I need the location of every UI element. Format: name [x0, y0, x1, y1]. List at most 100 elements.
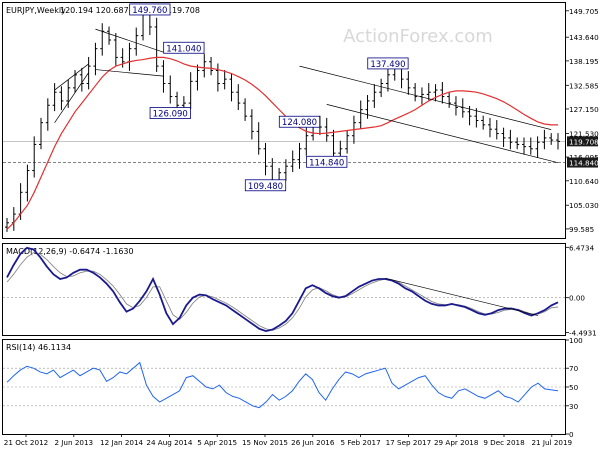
- price-bar: [345, 130, 350, 154]
- price-bar: [447, 91, 452, 108]
- annotation-label: 149.760: [132, 6, 167, 16]
- annotation-label: 137.490: [370, 60, 405, 70]
- price-level-tag: [567, 157, 598, 168]
- price-bar: [249, 109, 254, 140]
- x-axis-label: 5 Feb 2017: [341, 438, 381, 447]
- x-axis-label: 21 Oct 2012: [4, 438, 48, 447]
- price-bar: [556, 133, 560, 150]
- price-bar: [474, 108, 479, 128]
- price-bar: [195, 64, 200, 91]
- price-axis-label: 105.030: [569, 201, 599, 210]
- axes-layer: 149.705 143.640 138.195 132.585 127.150 121.5…: [4, 7, 599, 447]
- x-axis-label: 21 Jul 2019: [531, 438, 572, 447]
- rsi-title: RSI(14) 46.1134: [6, 343, 71, 352]
- price-bar: [134, 27, 139, 56]
- price-axis-label: 110.640: [569, 177, 599, 186]
- price-bar: [324, 117, 329, 142]
- price-bar: [481, 115, 486, 130]
- price-bar: [243, 98, 248, 121]
- annotation-box: [244, 179, 287, 192]
- price-layer: 149.760 141.040 126.090 124.080 114.840 109.4…: [3, 3, 566, 232]
- x-axis-label: 17 Sep 2017: [386, 438, 432, 447]
- rsi-axis-label: 30: [569, 402, 579, 411]
- price-bar: [236, 84, 241, 111]
- price-bar: [39, 117, 44, 150]
- price-bar: [487, 117, 492, 138]
- price-bar: [372, 84, 377, 108]
- macd-main-line: [6, 246, 559, 333]
- annotation-label: 141.040: [166, 44, 201, 54]
- price-axis-label: 127.150: [569, 105, 599, 114]
- price-bar: [59, 86, 64, 111]
- annotation-box: [367, 57, 409, 70]
- price-level-tag: [567, 136, 598, 147]
- x-axis-label: 2 Jun 2013: [54, 438, 93, 447]
- rsi-axis-label: 50: [569, 383, 579, 392]
- price-bar: [168, 75, 173, 104]
- price-bar: [73, 70, 78, 93]
- macd-title: MACD(12,26,9) -0.6474 -1.1630: [6, 247, 134, 256]
- x-axis-label: 9 Dec 2018: [483, 438, 525, 447]
- channel-lower-line: [326, 104, 559, 164]
- channel-upper-line: [299, 65, 552, 130]
- annotation-label: 124.080: [282, 118, 317, 128]
- price-bar: [297, 142, 302, 169]
- wedge-upper-line: [54, 72, 89, 123]
- x-axis-label: 5 Apr 2015: [197, 438, 237, 447]
- price-bar: [379, 78, 384, 97]
- rsi-panel-frame: [2, 339, 566, 435]
- price-bar: [521, 137, 526, 155]
- price-bar: [358, 100, 363, 129]
- price-bar: [202, 53, 207, 78]
- price-bar: [52, 83, 57, 112]
- price-bar: [32, 136, 37, 178]
- rsi-axis-label: 0: [569, 430, 574, 439]
- rsi-layer: [3, 361, 566, 409]
- triangle-upper-line: [95, 28, 164, 53]
- price-level-tag-label: 114.840: [569, 159, 599, 168]
- price-axis-label: 121.530: [569, 129, 599, 138]
- rsi-line: [6, 361, 559, 409]
- price-bar: [222, 70, 227, 90]
- x-axis-label: 15 Nov 2015: [242, 438, 288, 447]
- chart-title: EURJPY,Weekly: [6, 6, 66, 15]
- macd-axis-label: 6.4734: [569, 243, 595, 252]
- price-bar: [440, 81, 445, 104]
- x-axis-label: 12 Jan 2014: [100, 438, 144, 447]
- price-bar: [113, 33, 118, 66]
- price-bar: [549, 133, 554, 145]
- price-bar: [154, 17, 159, 72]
- annotation-box: [306, 155, 348, 168]
- price-bar: [209, 56, 214, 76]
- price-axis-label: 99.585: [569, 225, 594, 234]
- annotation-box: [163, 41, 205, 54]
- price-bar: [426, 83, 431, 101]
- price-bar: [5, 217, 9, 232]
- price-axis-label: 132.585: [569, 81, 599, 90]
- macd-layer: [3, 246, 566, 333]
- macd-trendline: [385, 277, 539, 316]
- annotation-label: 126.090: [153, 110, 188, 120]
- price-bar: [283, 159, 288, 181]
- price-axis-label: 138.195: [569, 57, 599, 66]
- price-bar: [413, 83, 418, 102]
- watermark: ActionForex.com: [343, 26, 493, 47]
- price-bar: [107, 26, 112, 45]
- price-bar: [304, 127, 309, 156]
- price-bar: [215, 63, 220, 92]
- annotation-box: [129, 3, 171, 16]
- price-bar: [515, 137, 520, 150]
- annotation-label: 114.840: [309, 158, 344, 168]
- annotation-label: 109.480: [248, 182, 283, 192]
- macd-panel-frame: [2, 243, 566, 336]
- macd-axis-label: -4.4931: [569, 329, 597, 338]
- price-bar: [508, 129, 513, 150]
- price-axis-label: 143.640: [569, 33, 599, 42]
- price-bar: [385, 67, 390, 92]
- price-level-tag-label: 119.708: [569, 137, 599, 146]
- x-axis-label: 29 Apr 2018: [434, 438, 479, 447]
- price-bar: [175, 91, 180, 111]
- price-bar: [542, 129, 547, 150]
- price-bar: [263, 142, 268, 176]
